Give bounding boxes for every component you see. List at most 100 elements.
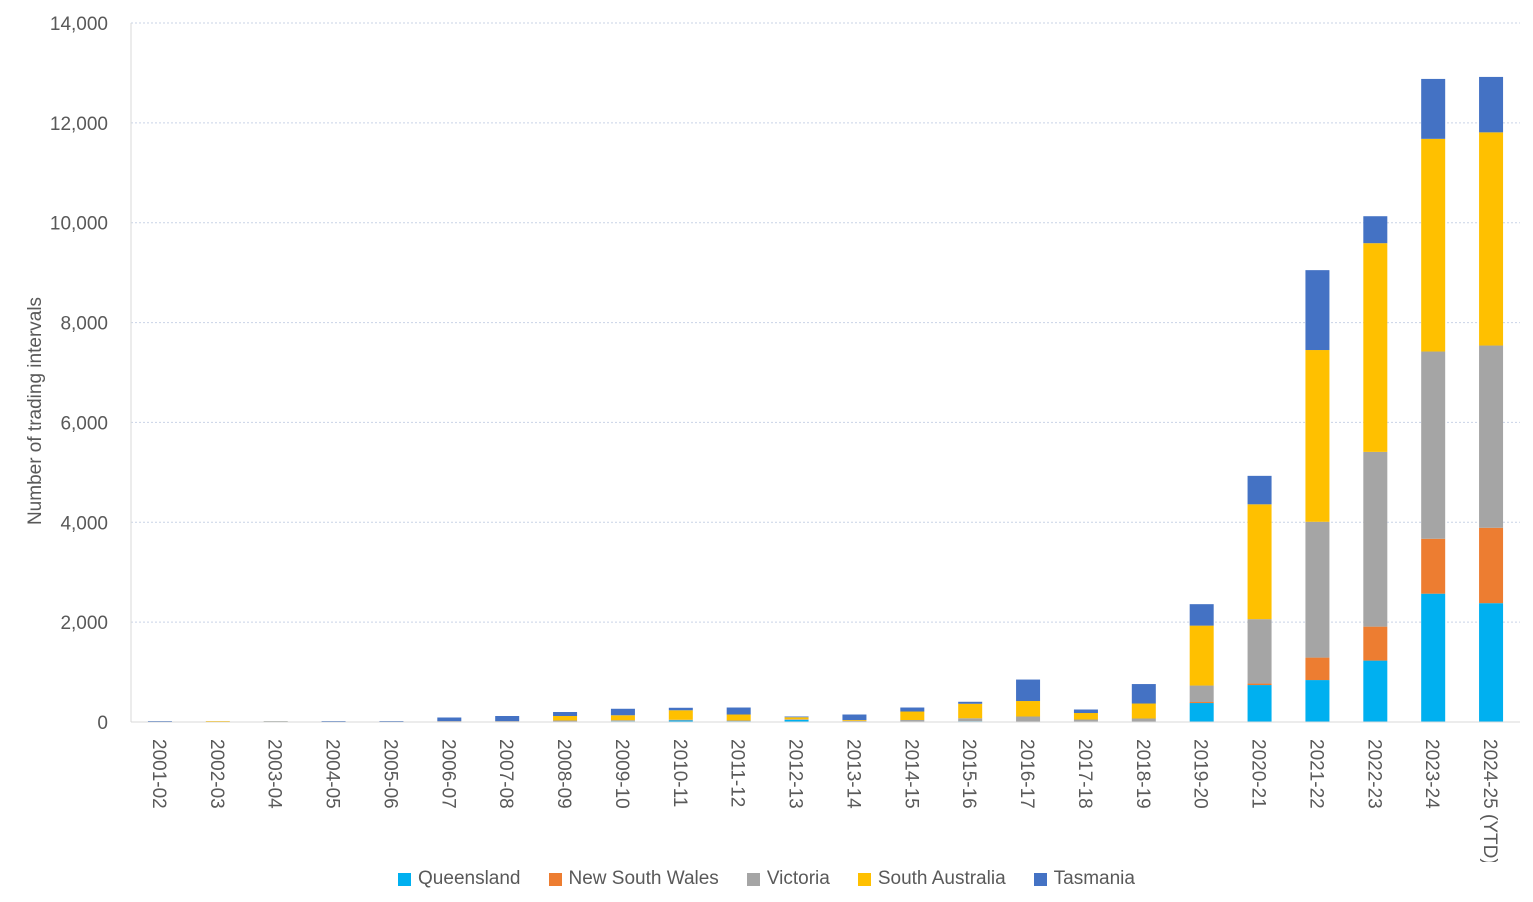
bar-victoria	[1247, 619, 1272, 684]
legend-swatch	[548, 872, 562, 886]
bar-new-south-wales	[1247, 683, 1272, 686]
bar-victoria	[495, 721, 520, 722]
bar-south-australia	[842, 720, 867, 721]
bar-queensland	[1363, 660, 1388, 722]
bar-south-australia	[784, 717, 809, 720]
bar-tasmania	[842, 714, 867, 721]
y-tick-label: 0	[97, 713, 108, 734]
bar-victoria	[1479, 345, 1504, 528]
y-axis-title: Number of trading intervals	[25, 297, 46, 525]
bar-victoria	[842, 720, 867, 722]
bar-tasmania	[1421, 78, 1446, 139]
legend: Queensland New South Wales Victoria South A…	[0, 866, 1533, 892]
bar-new-south-wales	[1421, 538, 1446, 594]
x-tick-label: 2007-08	[495, 739, 516, 809]
bar-victoria	[1131, 718, 1156, 722]
stacked-bar-chart: 02,0004,0006,0008,00010,00012,00014,000 …	[25, 14, 1520, 862]
x-tick-label: 2021-22	[1305, 739, 1326, 809]
bar-tasmania	[437, 717, 462, 722]
x-tick-label: 2002-03	[206, 739, 227, 809]
bar-south-australia	[610, 715, 635, 721]
legend-swatch	[857, 872, 871, 886]
bar-south-australia	[1247, 504, 1272, 620]
legend-item: Victoria	[746, 868, 830, 890]
bar-tasmania	[1189, 604, 1214, 626]
bar-queensland	[1305, 680, 1330, 722]
bar-victoria	[1421, 351, 1446, 539]
bar-queensland	[1189, 703, 1214, 722]
bar-victoria	[958, 718, 983, 722]
bar-victoria	[668, 719, 693, 721]
legend-swatch	[1033, 872, 1047, 886]
y-tick-labels: 0 2,000 4,000 6,000 8,000 10,000 12,000 14,000	[50, 14, 108, 734]
bar-tasmania	[1363, 216, 1388, 244]
bar-south-australia	[1421, 138, 1446, 352]
bar-victoria	[1189, 685, 1214, 703]
bar-queensland	[1247, 685, 1272, 722]
x-tick-labels: 2001-02 2002-03 2003-04 2004-05 2005-06 2006-…	[148, 739, 1500, 862]
bar-south-australia	[1073, 713, 1098, 720]
y-tick-label: 12,000	[50, 114, 108, 135]
bar-south-australia	[1189, 625, 1214, 686]
bar-south-australia	[958, 703, 983, 719]
x-tick-label: 2011-12	[727, 739, 748, 807]
legend-item: Tasmania	[1033, 868, 1135, 890]
x-tick-label: 2005-06	[379, 739, 400, 809]
x-tick-label: 2012-13	[785, 739, 806, 809]
bar-south-australia	[900, 711, 925, 721]
y-tick-label: 10,000	[50, 214, 108, 235]
bar-tasmania	[726, 707, 751, 715]
bar-victoria	[900, 720, 925, 722]
x-tick-label: 2019-20	[1190, 739, 1211, 809]
bar-queensland	[1479, 603, 1504, 722]
legend-label: New South Wales	[568, 868, 719, 889]
bar-queensland	[668, 720, 693, 722]
legend-label: Tasmania	[1053, 868, 1135, 889]
bars	[147, 76, 1504, 722]
y-tick-label: 2,000	[60, 613, 108, 634]
bar-victoria	[726, 720, 751, 722]
x-tick-label: 2008-09	[553, 739, 574, 809]
legend-swatch	[746, 872, 760, 886]
x-tick-label: 2023-24	[1421, 739, 1442, 809]
bar-victoria	[1305, 521, 1330, 658]
legend-item: Queensland	[398, 868, 521, 890]
bar-south-australia	[1363, 243, 1388, 452]
x-tick-label: 2004-05	[322, 739, 343, 809]
x-tick-label: 2010-11	[669, 739, 690, 807]
bar-victoria	[1363, 451, 1388, 627]
x-tick-label: 2009-10	[611, 739, 632, 809]
bar-tasmania	[495, 716, 520, 722]
legend-item: New South Wales	[548, 868, 719, 890]
bar-tasmania	[784, 716, 809, 718]
axes	[130, 23, 1520, 723]
bar-victoria	[784, 719, 809, 721]
bar-tasmania	[1247, 475, 1272, 505]
bar-tasmania	[668, 707, 693, 711]
bar-south-australia	[668, 710, 693, 720]
bar-south-australia	[1479, 132, 1504, 346]
bar-south-australia	[1131, 703, 1156, 719]
bar-queensland	[1421, 593, 1446, 722]
x-tick-label: 2024-25 (YTD)	[1479, 739, 1500, 862]
bar-new-south-wales	[1305, 657, 1330, 681]
y-tick-label: 8,000	[60, 314, 108, 335]
x-tick-label: 2017-18	[1074, 739, 1095, 809]
bar-victoria	[1073, 719, 1098, 722]
y-tick-label: 14,000	[50, 14, 108, 35]
x-tick-label: 2016-17	[1016, 739, 1037, 809]
x-tick-label: 2020-21	[1248, 739, 1269, 809]
x-tick-label: 2013-14	[842, 739, 863, 809]
gridlines	[131, 22, 1520, 623]
x-tick-label: 2003-04	[264, 739, 285, 809]
bar-victoria	[437, 721, 462, 722]
bar-south-australia	[1305, 350, 1330, 522]
bar-south-australia	[726, 714, 751, 721]
legend-label: South Australia	[877, 868, 1006, 889]
bar-new-south-wales	[1363, 626, 1388, 661]
bar-new-south-wales	[1189, 702, 1214, 704]
bar-south-australia	[553, 716, 578, 721]
legend-label: Victoria	[766, 868, 830, 889]
y-tick-label: 4,000	[60, 513, 108, 534]
x-tick-label: 2006-07	[437, 739, 458, 809]
